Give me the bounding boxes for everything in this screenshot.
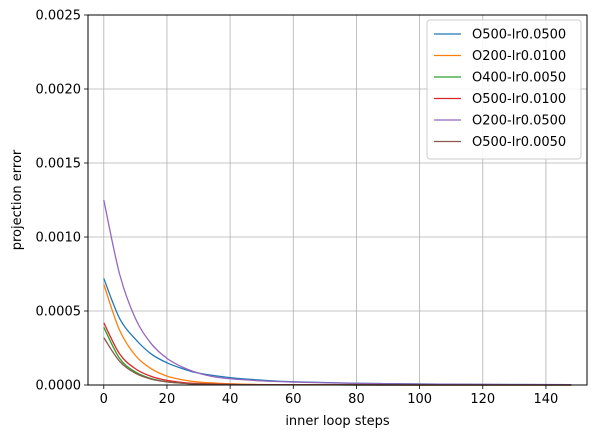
axis-ticks: 0 20 40 60 80 100 120 140 0.0000 0.0005 0.0010 0.00… [36, 9, 559, 408]
x-axis-label: inner loop steps [285, 414, 390, 429]
x-tick-label: 100 [407, 392, 432, 407]
y-axis-label: projection error [10, 149, 25, 250]
x-tick-label: 140 [534, 392, 559, 407]
legend-entry: O200-lr0.0100 [472, 49, 566, 64]
y-tick-label: 0.0025 [36, 9, 82, 24]
plot-frame [87, 14, 588, 386]
x-tick-label: 60 [285, 392, 302, 407]
x-tick-label: 80 [348, 392, 365, 407]
legend-entry: O500-lr0.0050 [472, 135, 566, 150]
legend-entry: O400-lr0.0050 [472, 71, 566, 86]
x-tick-label: 0 [100, 392, 108, 407]
x-tick-label: 20 [159, 392, 176, 407]
legend-box [426, 19, 582, 160]
series-line-o200-lr0-0500 [103, 199, 572, 386]
y-tick-label: 0.0010 [36, 231, 82, 246]
legend: O500-lr0.0500 O200-lr0.0100 O400-lr0.0050 O… [426, 19, 582, 160]
x-tick-label: 120 [470, 392, 495, 407]
y-tick-label: 0.0005 [36, 305, 82, 320]
y-tick-label: 0.0020 [36, 83, 82, 98]
legend-entry: O200-lr0.0500 [472, 114, 566, 129]
legend-entry: O500-lr0.0500 [472, 28, 566, 43]
x-tick-label: 40 [222, 392, 239, 407]
y-tick-label: 0.0000 [36, 379, 82, 394]
y-tick-label: 0.0015 [36, 157, 82, 172]
legend-entry: O500-lr0.0100 [472, 92, 566, 107]
